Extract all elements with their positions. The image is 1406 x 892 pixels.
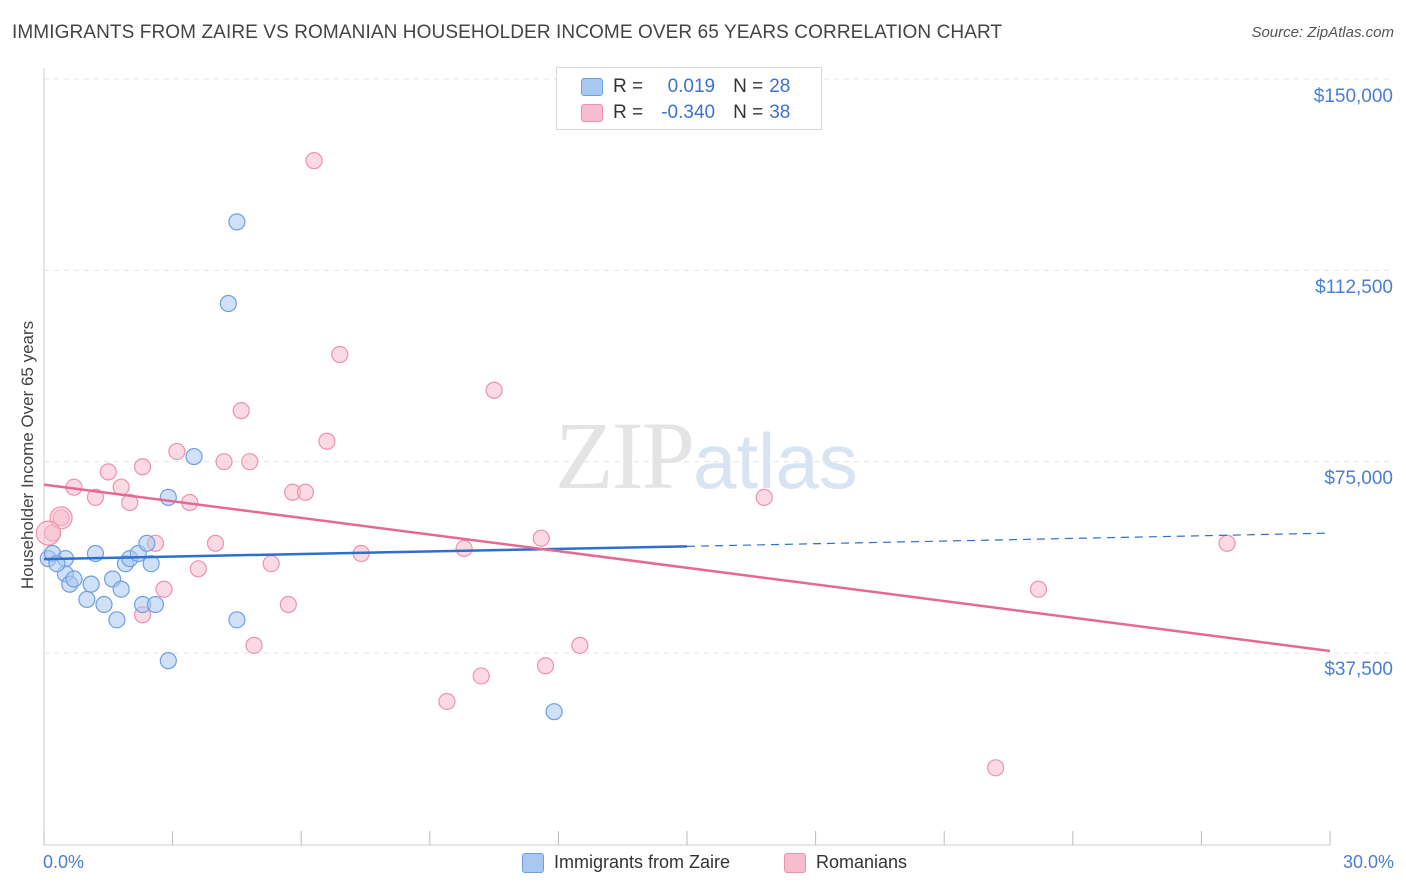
legend-swatch-zaire xyxy=(581,78,603,96)
romanians-point xyxy=(987,759,1005,777)
legend-r-value: 0.019 xyxy=(667,76,716,97)
romanians-point xyxy=(189,560,207,578)
romanians-point xyxy=(296,483,315,501)
zaire-point xyxy=(545,703,563,721)
watermark-zip: ZIP xyxy=(555,402,695,509)
romanians-point xyxy=(241,453,259,471)
romanians-point xyxy=(262,555,280,573)
romanians-point xyxy=(232,402,250,420)
zaire-point xyxy=(95,595,113,614)
romanians-point xyxy=(1029,580,1048,598)
romanians-point xyxy=(438,692,456,711)
zaire-point xyxy=(112,580,130,598)
zaire-point xyxy=(65,570,83,588)
romanians-point xyxy=(318,432,336,450)
legend-r-value: -0.340 xyxy=(661,102,716,123)
bottom-legend-swatch-zaire xyxy=(522,852,544,873)
y-tick-label-37500: $37,500 xyxy=(1324,659,1393,680)
legend-row-romanians: R = -0.340 N = 38 xyxy=(581,101,790,125)
romanians-point xyxy=(472,667,490,685)
zaire-point xyxy=(228,213,246,231)
trend-lines xyxy=(43,483,1331,653)
bottom-legend-zaire: Immigrants from Zaire xyxy=(522,852,730,873)
romanians-point xyxy=(245,636,263,654)
zaire-point xyxy=(228,611,246,629)
zaire-point xyxy=(78,590,96,609)
bottom-legend-romanians: Romanians xyxy=(784,852,907,873)
zaire-trend-line-extrapolated xyxy=(686,532,1331,547)
romanians-point xyxy=(215,453,233,471)
romanians-point xyxy=(133,458,152,476)
romanians-point xyxy=(155,580,173,598)
stats-legend: R = 0.019 N = 28 R = -0.340 N = 38 xyxy=(556,67,822,130)
zaire-point xyxy=(219,294,237,313)
romanians-point xyxy=(532,529,550,547)
axes xyxy=(43,68,1331,846)
romanians-point-large xyxy=(35,520,61,546)
legend-r-label: R = xyxy=(613,102,644,123)
watermark: ZIPatlas xyxy=(555,400,858,511)
bottom-legend-label-romanians: Romanians xyxy=(816,852,908,872)
zaire-point xyxy=(159,652,177,670)
legend-n-label: N = xyxy=(733,102,764,123)
legend-n-value: 28 xyxy=(769,76,791,97)
romanians-point xyxy=(279,595,297,614)
zaire-point xyxy=(159,488,177,506)
y-axis-label: Householder Income Over 65 years xyxy=(18,320,37,590)
bottom-legend-swatch-romanians xyxy=(784,852,806,873)
zaire-point xyxy=(142,555,160,573)
zaire-point xyxy=(185,447,203,466)
romanians-point xyxy=(455,539,473,558)
romanians-point xyxy=(206,534,225,552)
romanians-point xyxy=(305,152,323,170)
romanians-point xyxy=(485,381,503,399)
romanians-point xyxy=(536,657,555,675)
legend-n-value: 38 xyxy=(769,102,791,123)
romanians-point xyxy=(99,463,117,481)
zaire-point xyxy=(108,611,126,629)
romanians-point xyxy=(1218,534,1236,552)
romanians-point xyxy=(571,636,589,654)
romanians-point xyxy=(331,345,349,364)
legend-swatch-romanians xyxy=(581,104,603,122)
bottom-legend-label-zaire: Immigrants from Zaire xyxy=(554,852,731,872)
gridlines xyxy=(44,78,1392,654)
chart-source: Source: ZipAtlas.com xyxy=(1251,24,1394,41)
y-tick-label-75000: $75,000 xyxy=(1324,468,1393,489)
zaire-point xyxy=(82,575,100,593)
legend-r-label: R = xyxy=(613,76,644,97)
zaire-trend-line xyxy=(43,545,688,561)
romanians-trend-line xyxy=(43,483,1331,653)
watermark-atlas: atlas xyxy=(693,417,858,505)
romanians-point xyxy=(86,488,105,506)
y-tick-label-150000: $150,000 xyxy=(1313,86,1393,107)
x-tick-label-min: 0.0% xyxy=(43,852,85,872)
romanians-point xyxy=(168,442,186,461)
zaire-points xyxy=(39,213,563,721)
romanians-points xyxy=(35,152,1236,777)
x-tick-label-max: 30.0% xyxy=(1342,852,1394,872)
romanians-point xyxy=(755,488,773,506)
legend-row-zaire: R = 0.019 N = 28 xyxy=(581,75,790,99)
zaire-point xyxy=(146,595,165,614)
legend-n-label: N = xyxy=(733,76,764,97)
chart-title: IMMIGRANTS FROM ZAIRE VS ROMANIAN HOUSEH… xyxy=(12,22,1003,43)
y-tick-label-112500: $112,500 xyxy=(1315,277,1393,298)
zaire-point xyxy=(138,534,156,552)
